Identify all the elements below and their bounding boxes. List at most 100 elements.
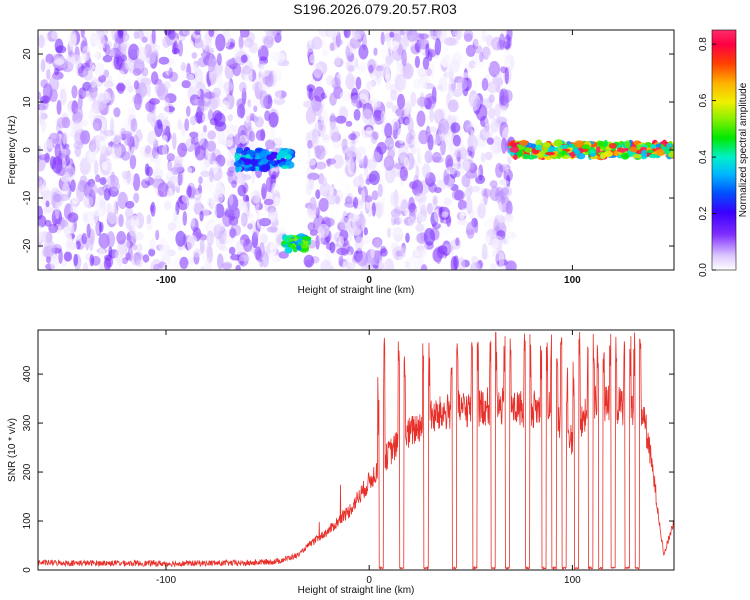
spectrogram-cell bbox=[146, 214, 152, 225]
x-tick-label: 100 bbox=[564, 275, 581, 286]
spectrogram-cell bbox=[495, 74, 500, 92]
spectrogram-cell bbox=[258, 45, 269, 62]
spectrogram-cell bbox=[662, 146, 671, 155]
spectrogram-cell bbox=[154, 119, 164, 137]
spectrogram-cell bbox=[334, 55, 341, 66]
spectrogram-cell bbox=[229, 204, 237, 217]
spectrogram-cell bbox=[363, 155, 368, 169]
spectrogram-cell bbox=[320, 108, 329, 127]
spectrogram-cell bbox=[335, 115, 347, 124]
spectrogram-cell bbox=[522, 153, 530, 160]
figure-title: S196.2026.079.20.57.R03 bbox=[293, 1, 457, 17]
spectrogram-cell bbox=[94, 220, 100, 237]
spectrogram-cell bbox=[177, 119, 183, 131]
spectrogram-cell bbox=[145, 101, 155, 112]
spectrogram-cell bbox=[459, 212, 465, 219]
spectrogram-cell bbox=[488, 60, 501, 78]
spectrogram-cell bbox=[329, 187, 334, 196]
spectrogram-cell bbox=[163, 200, 172, 211]
spectrogram-cell bbox=[384, 122, 393, 139]
spectrogram-cell bbox=[435, 169, 441, 182]
spectrogram-cell bbox=[207, 96, 218, 111]
spectrogram-cell bbox=[206, 193, 216, 204]
spectrogram-cell bbox=[202, 112, 209, 123]
spectrogram-cell bbox=[43, 239, 56, 258]
spectrogram-cell bbox=[378, 52, 383, 63]
spectrogram-cell bbox=[121, 151, 131, 161]
spectrogram-cell bbox=[423, 227, 435, 246]
spectrogram-cell bbox=[94, 50, 100, 60]
spectrogram-cell bbox=[59, 219, 69, 228]
spectrogram-cell bbox=[619, 148, 626, 153]
spectrogram-cell bbox=[320, 37, 328, 53]
spectrogram-cell bbox=[428, 49, 437, 58]
spectrogram-cell bbox=[82, 212, 89, 222]
spectrogram-cell bbox=[363, 227, 368, 236]
spectrogram-cell bbox=[466, 196, 473, 215]
spectrogram-cell bbox=[367, 207, 373, 217]
spectrogram-cell bbox=[70, 120, 75, 132]
spectrogram-cell bbox=[261, 251, 269, 268]
spectrogram-cell bbox=[206, 230, 215, 246]
spectrogram-cell bbox=[450, 122, 461, 134]
spectrogram-cell bbox=[489, 180, 498, 189]
spectrogram-cell bbox=[211, 217, 219, 226]
spectrogram-cell bbox=[640, 149, 648, 158]
spectrogram-cell bbox=[207, 130, 216, 140]
spectrogram-cell bbox=[67, 212, 79, 223]
spectrogram-cell bbox=[40, 58, 46, 73]
spectrogram-cell bbox=[48, 223, 59, 234]
spectrogram-cell bbox=[230, 225, 235, 239]
spectrogram-cell bbox=[661, 141, 666, 145]
spectrogram-cell bbox=[374, 238, 382, 249]
spectrogram-cell bbox=[204, 257, 212, 270]
spectrogram-cell bbox=[340, 38, 350, 45]
spectrogram-cell bbox=[214, 203, 225, 219]
spectrogram-cell bbox=[238, 34, 244, 50]
spectrogram-cell bbox=[629, 146, 638, 153]
spectrogram-cell bbox=[518, 144, 524, 150]
spectrogram-cell bbox=[347, 157, 355, 175]
spectrogram-cell bbox=[113, 54, 123, 70]
spectrogram-cell bbox=[233, 47, 246, 58]
spectrogram-cell bbox=[506, 30, 513, 42]
spectrogram-cell bbox=[166, 153, 175, 162]
spectrogram-cell bbox=[263, 198, 274, 206]
spectrogram-cell bbox=[54, 38, 64, 54]
colorbar-tick-label: 0.4 bbox=[698, 150, 709, 164]
spectrogram-cell bbox=[489, 262, 497, 270]
spectrogram-cell bbox=[62, 131, 68, 145]
spectrogram-cell bbox=[419, 82, 428, 90]
spectrogram-cell bbox=[179, 256, 189, 269]
spectrogram-cell bbox=[399, 216, 404, 224]
spectrogram-cell bbox=[462, 161, 471, 171]
spectrogram-cell bbox=[251, 189, 261, 204]
spectrogram-cell bbox=[307, 139, 313, 149]
spectrogram-cell bbox=[238, 254, 251, 262]
spectrogram-cell bbox=[222, 100, 230, 113]
spectrogram-cell bbox=[73, 229, 82, 240]
spectrogram-cell bbox=[363, 166, 369, 177]
spectrogram-cell bbox=[216, 222, 226, 231]
spectrogram-cell bbox=[345, 45, 351, 61]
spectrogram-cell bbox=[542, 142, 551, 147]
spectrogram-cell bbox=[182, 30, 195, 36]
snr-x-ticks: -100 0 100 bbox=[156, 330, 581, 586]
spectrogram-cell bbox=[596, 146, 601, 153]
spectrogram-cell bbox=[411, 179, 423, 197]
spectrogram-cell bbox=[88, 140, 97, 153]
spectrogram-cell bbox=[326, 75, 335, 86]
y-tick-label: -10 bbox=[22, 190, 33, 205]
spectrogram-cell bbox=[380, 110, 386, 122]
spectrogram-cell bbox=[309, 197, 317, 211]
spectrogram-cell bbox=[306, 179, 312, 196]
spectrogram-cell bbox=[59, 88, 67, 106]
spectrogram-cell bbox=[455, 237, 460, 247]
spectrogram-cell bbox=[484, 151, 493, 161]
spectrogram-cell bbox=[101, 161, 108, 171]
spectrogram-cell bbox=[124, 79, 132, 89]
spectrogram-cell bbox=[480, 152, 486, 163]
spectrogram-cell bbox=[376, 141, 387, 155]
spectrogram-cell bbox=[173, 155, 183, 166]
spectrogram-cell bbox=[190, 217, 196, 228]
